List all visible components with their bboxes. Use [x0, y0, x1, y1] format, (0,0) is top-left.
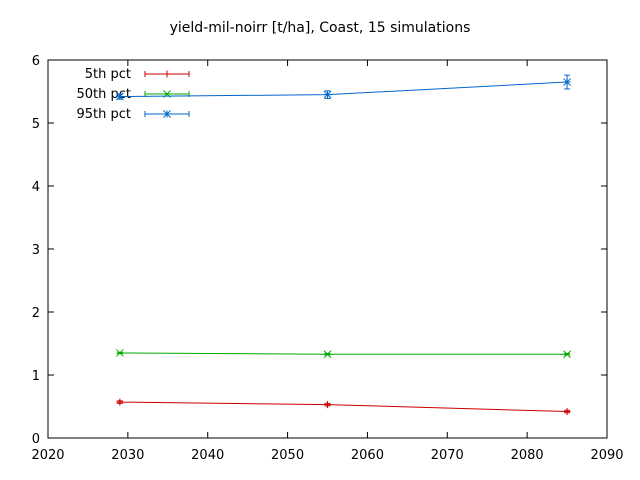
y-tick-label: 6	[32, 54, 40, 69]
data-point	[116, 398, 124, 406]
data-point	[563, 350, 571, 359]
x-tick-label: 2030	[111, 448, 144, 463]
x-tick-label: 2070	[431, 448, 464, 463]
marker-stroke	[563, 78, 571, 86]
legend-marker	[163, 110, 171, 118]
data-point	[324, 401, 331, 409]
legend-marker	[163, 70, 171, 78]
marker-stroke	[116, 349, 124, 357]
x-tick-label: 2050	[271, 448, 304, 463]
marker-stroke	[323, 350, 332, 359]
legend-label: 5th pct	[85, 67, 131, 82]
legend-label: 95th pct	[76, 107, 131, 122]
series-line	[119, 401, 568, 413]
data-point	[116, 349, 124, 357]
x-tick-label: 2020	[31, 448, 64, 463]
y-tick-label: 0	[32, 432, 40, 447]
legend-label: 50th pct	[76, 87, 131, 102]
y-tick-label: 3	[32, 243, 40, 258]
x-tick-label: 2060	[351, 448, 384, 463]
marker-stroke	[323, 90, 332, 99]
x-tick-label: 2040	[191, 448, 224, 463]
marker-stroke	[563, 350, 571, 359]
marker-stroke	[163, 110, 171, 118]
x-tick-label: 2080	[511, 448, 544, 463]
chart-title: yield-mil-noirr [t/ha], Coast, 15 simula…	[169, 20, 471, 36]
x-tick-label: 2090	[590, 448, 623, 463]
data-point	[563, 78, 571, 86]
y-tick-label: 5	[32, 117, 40, 132]
data-point	[563, 408, 571, 416]
y-tick-label: 2	[32, 306, 40, 321]
data-point	[323, 350, 332, 359]
y-tick-label: 1	[32, 369, 40, 384]
plot-frame	[47, 59, 608, 439]
data-point	[323, 90, 332, 99]
data-point	[116, 92, 124, 101]
series-line	[119, 352, 568, 355]
marker-stroke	[116, 92, 124, 101]
y-tick-label: 4	[32, 180, 40, 195]
